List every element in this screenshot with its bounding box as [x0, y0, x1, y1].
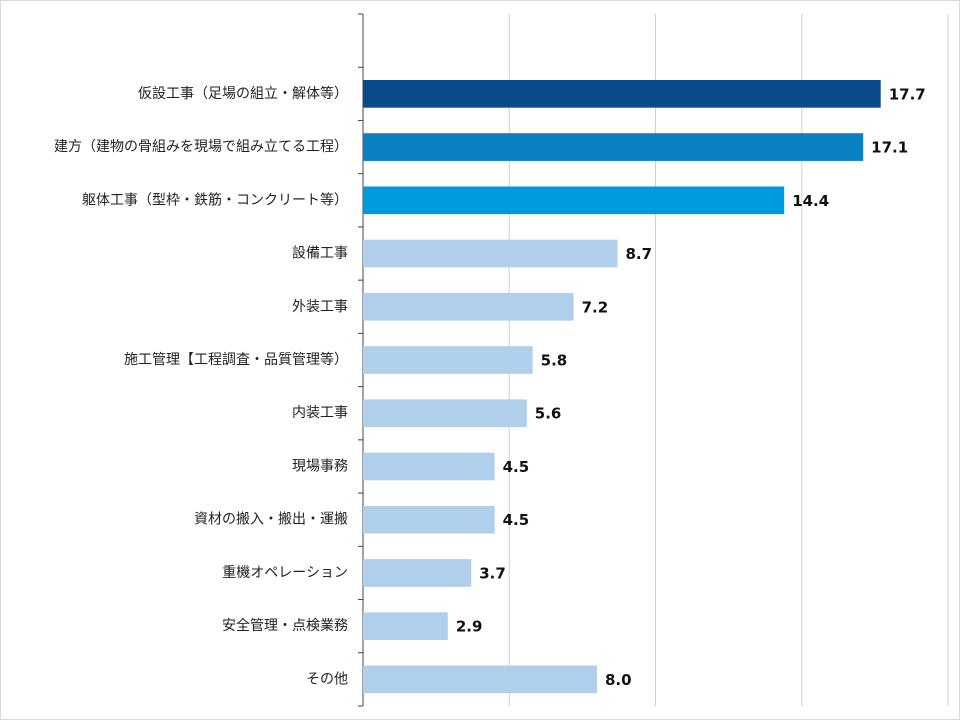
- bar: [363, 186, 785, 215]
- bar: [363, 665, 597, 694]
- value-label: 17.7: [889, 85, 926, 103]
- value-label: 3.7: [479, 564, 506, 582]
- y-tick-label: 仮設工事（足場の組立・解体等）: [138, 85, 348, 102]
- y-tick-label: 資材の搬入・搬出・運搬: [194, 512, 348, 528]
- value-label: 5.8: [541, 352, 568, 370]
- value-label: 2.9: [456, 618, 483, 636]
- y-tick-label: 施工管理【工程調査・品質管理等）: [124, 351, 348, 368]
- y-tick-label: 建方（建物の骨組みを現場で組み立てる工程）: [54, 139, 348, 155]
- value-label: 14.4: [792, 192, 829, 210]
- bar: [363, 346, 533, 374]
- y-tick-label: 現場事務: [292, 458, 348, 474]
- y-tick-label: その他: [306, 671, 348, 687]
- value-label: 5.6: [535, 405, 562, 423]
- bar: [363, 612, 448, 640]
- bar: [363, 80, 881, 108]
- bar: [363, 133, 864, 161]
- bar: [363, 239, 618, 268]
- y-tick-label: 内装工事: [292, 405, 348, 421]
- bar: [363, 559, 472, 587]
- value-label: 17.1: [871, 139, 908, 157]
- value-label: 8.0: [605, 671, 632, 689]
- value-label: 8.7: [625, 245, 652, 263]
- value-label: 7.2: [582, 298, 609, 316]
- bar: [363, 505, 495, 534]
- y-tick-label: 躯体工事（型枠・鉄筋・コンクリート等）: [82, 191, 348, 208]
- y-tick-label: 重機オペレーション: [222, 565, 348, 581]
- value-label: 4.5: [503, 511, 530, 529]
- y-tick-label: 外装工事: [292, 299, 348, 315]
- bar: [363, 452, 495, 481]
- y-tick-label: 設備工事: [292, 246, 348, 262]
- y-tick-label: 安全管理・点検業務: [222, 617, 348, 634]
- value-label: 4.5: [503, 458, 530, 476]
- bar: [363, 292, 574, 321]
- bar: [363, 399, 527, 428]
